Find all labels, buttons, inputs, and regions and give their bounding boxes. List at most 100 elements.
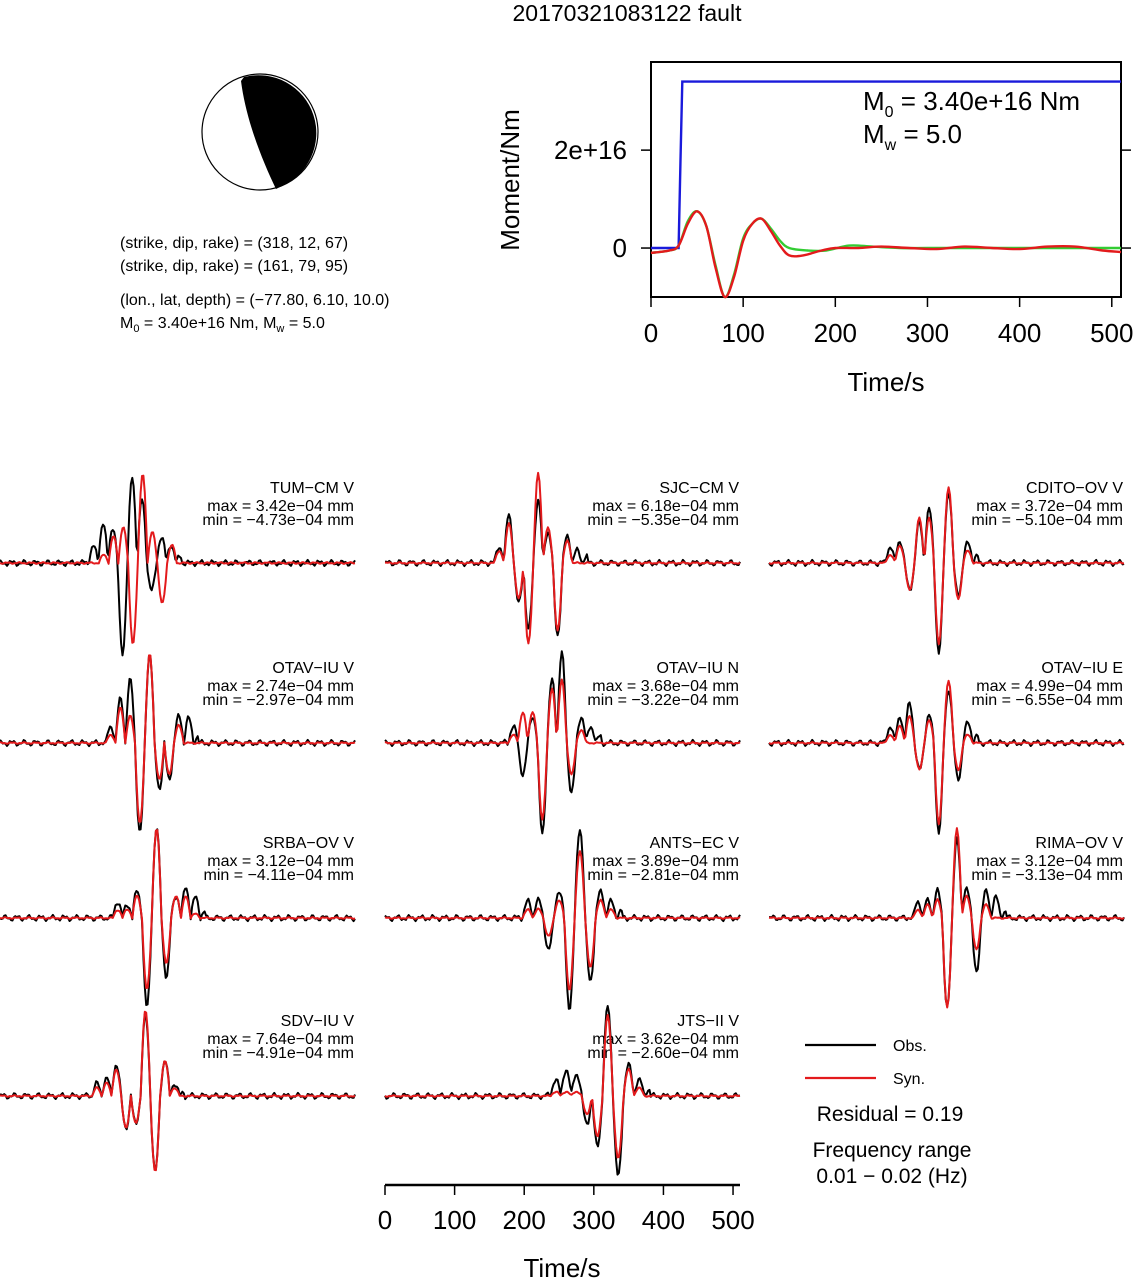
moment-xtick-label: 400 bbox=[998, 318, 1041, 348]
station-min: min = −4.11e−04 mm bbox=[204, 867, 354, 884]
station-label: SJC−CM V bbox=[659, 480, 739, 497]
station-label: JTS−II V bbox=[677, 1013, 739, 1030]
station-max: max = 3.12e−04 mm bbox=[207, 853, 354, 870]
station-max: max = 3.12e−04 mm bbox=[976, 853, 1123, 870]
observed-waveform bbox=[0, 476, 356, 657]
synthetic-waveform bbox=[0, 1010, 356, 1172]
waveform-xtick-label: 500 bbox=[711, 1205, 754, 1235]
legend-syn-label: Syn. bbox=[893, 1071, 925, 1088]
moment-series bbox=[650, 80, 1122, 299]
mw-subscript: w bbox=[275, 323, 284, 335]
waveform-time-axis: Time/s 0 100 200 300 400 500 bbox=[378, 1183, 755, 1283]
synthetic-waveform bbox=[768, 827, 1125, 1009]
station-label: OTAV−IU N bbox=[656, 660, 739, 677]
station-max: max = 2.74e−04 mm bbox=[207, 678, 354, 695]
station-min: min = −4.91e−04 mm bbox=[202, 1045, 354, 1062]
station-label: RIMA−OV V bbox=[1035, 835, 1123, 852]
observed-waveform bbox=[768, 690, 1125, 835]
moment-series-line bbox=[650, 210, 1122, 299]
station-min: min = −3.22e−04 mm bbox=[587, 692, 739, 709]
station-min: min = −5.10e−04 mm bbox=[971, 512, 1123, 529]
moment-y-axis: 0 2e+16 bbox=[554, 135, 1131, 263]
synthetic-waveform bbox=[385, 471, 741, 645]
moment-annotation-m0: M0 = 3.40e+16 Nm bbox=[863, 86, 1080, 121]
synthetic-waveform bbox=[768, 679, 1125, 826]
synthetic-waveform bbox=[0, 654, 356, 823]
station-label: ANTS−EC V bbox=[650, 835, 740, 852]
moment-y-label: Moment/Nm bbox=[495, 109, 525, 251]
annot-m0-sub: 0 bbox=[885, 104, 894, 121]
waveform-xtick-label: 400 bbox=[642, 1205, 685, 1235]
waveform-xtick-label: 200 bbox=[503, 1205, 546, 1235]
annot-mw-letter: M bbox=[863, 119, 885, 149]
waveform-xtick-label: 100 bbox=[433, 1205, 476, 1235]
station-max: max = 3.42e−04 mm bbox=[207, 498, 354, 515]
moment-ytick-label: 0 bbox=[613, 233, 627, 263]
moment-xtick-label: 300 bbox=[906, 318, 949, 348]
moment-xtick-label: 0 bbox=[644, 318, 658, 348]
synthetic-waveform bbox=[384, 850, 741, 991]
station-label: OTAV−IU E bbox=[1041, 660, 1123, 677]
moment-annotation-mw: Mw = 5.0 bbox=[863, 119, 962, 154]
station-max: max = 6.18e−04 mm bbox=[592, 498, 739, 515]
waveform-x-label: Time/s bbox=[523, 1253, 600, 1281]
station-min: min = −6.55e−04 mm bbox=[971, 692, 1123, 709]
station-min: min = −5.35e−04 mm bbox=[587, 512, 739, 529]
station-min: min = −2.81e−04 mm bbox=[587, 867, 739, 884]
station-label: OTAV−IU V bbox=[272, 660, 354, 677]
frequency-range-value: 0.01 − 0.02 (Hz) bbox=[816, 1165, 967, 1188]
station-max: max = 7.64e−04 mm bbox=[207, 1031, 354, 1048]
station-max: max = 3.68e−04 mm bbox=[592, 678, 739, 695]
annot-m0-letter: M bbox=[863, 86, 885, 116]
figure-title: 20170321083122 fault bbox=[513, 0, 743, 26]
annot-mw-value: = 5.0 bbox=[896, 119, 962, 149]
waveform-xtick-label: 0 bbox=[378, 1205, 392, 1235]
station-label: SRBA−OV V bbox=[263, 835, 354, 852]
synthetic-waveform bbox=[0, 474, 356, 644]
moment-plot-frame bbox=[650, 61, 1122, 298]
residual-text: Residual = 0.19 bbox=[817, 1103, 964, 1126]
station-min: min = −2.60e−04 mm bbox=[587, 1045, 739, 1062]
station-label: SDV−IU V bbox=[281, 1013, 355, 1030]
moment-x-axis: 0 100 200 300 400 500 bbox=[644, 297, 1133, 348]
mechanism-location: (lon., lat, depth) = (−77.80, 6.10, 10.0… bbox=[120, 292, 390, 309]
mw-value: = 5.0 bbox=[284, 315, 325, 332]
station-min: min = −4.73e−04 mm bbox=[202, 512, 354, 529]
moment-xtick-label: 100 bbox=[721, 318, 764, 348]
moment-series-line bbox=[651, 80, 1121, 250]
m0-value: = 3.40e+16 Nm, M bbox=[139, 315, 276, 332]
annot-m0-value: = 3.40e+16 Nm bbox=[894, 86, 1080, 116]
waveform-legend: Obs. Syn. Residual = 0.19 Frequency rang… bbox=[805, 1038, 971, 1188]
synthetic-waveform bbox=[384, 1014, 740, 1159]
frequency-range-title: Frequency range bbox=[813, 1139, 972, 1162]
station-min: min = −3.13e−04 mm bbox=[971, 867, 1123, 884]
annot-mw-sub: w bbox=[884, 137, 897, 154]
synthetic-waveform bbox=[0, 829, 356, 989]
synthetic-waveform bbox=[384, 678, 741, 821]
moment-ytick-label: 2e+16 bbox=[554, 135, 627, 165]
focal-mechanism-beachball bbox=[201, 73, 319, 191]
station-max: max = 3.62e−04 mm bbox=[592, 1031, 739, 1048]
m0-subscript: 0 bbox=[133, 323, 139, 335]
mechanism-plane2: (strike, dip, rake) = (161, 79, 95) bbox=[120, 258, 348, 275]
moment-xtick-label: 500 bbox=[1090, 318, 1133, 348]
moment-series-line bbox=[650, 210, 1121, 299]
beachball-compressional-quadrant bbox=[241, 75, 317, 189]
moment-xtick-label: 200 bbox=[814, 318, 857, 348]
station-max: max = 3.72e−04 mm bbox=[976, 498, 1123, 515]
station-label: TUM−CM V bbox=[270, 480, 354, 497]
m0-letter: M bbox=[120, 315, 133, 332]
station-max: max = 4.99e−04 mm bbox=[976, 678, 1123, 695]
